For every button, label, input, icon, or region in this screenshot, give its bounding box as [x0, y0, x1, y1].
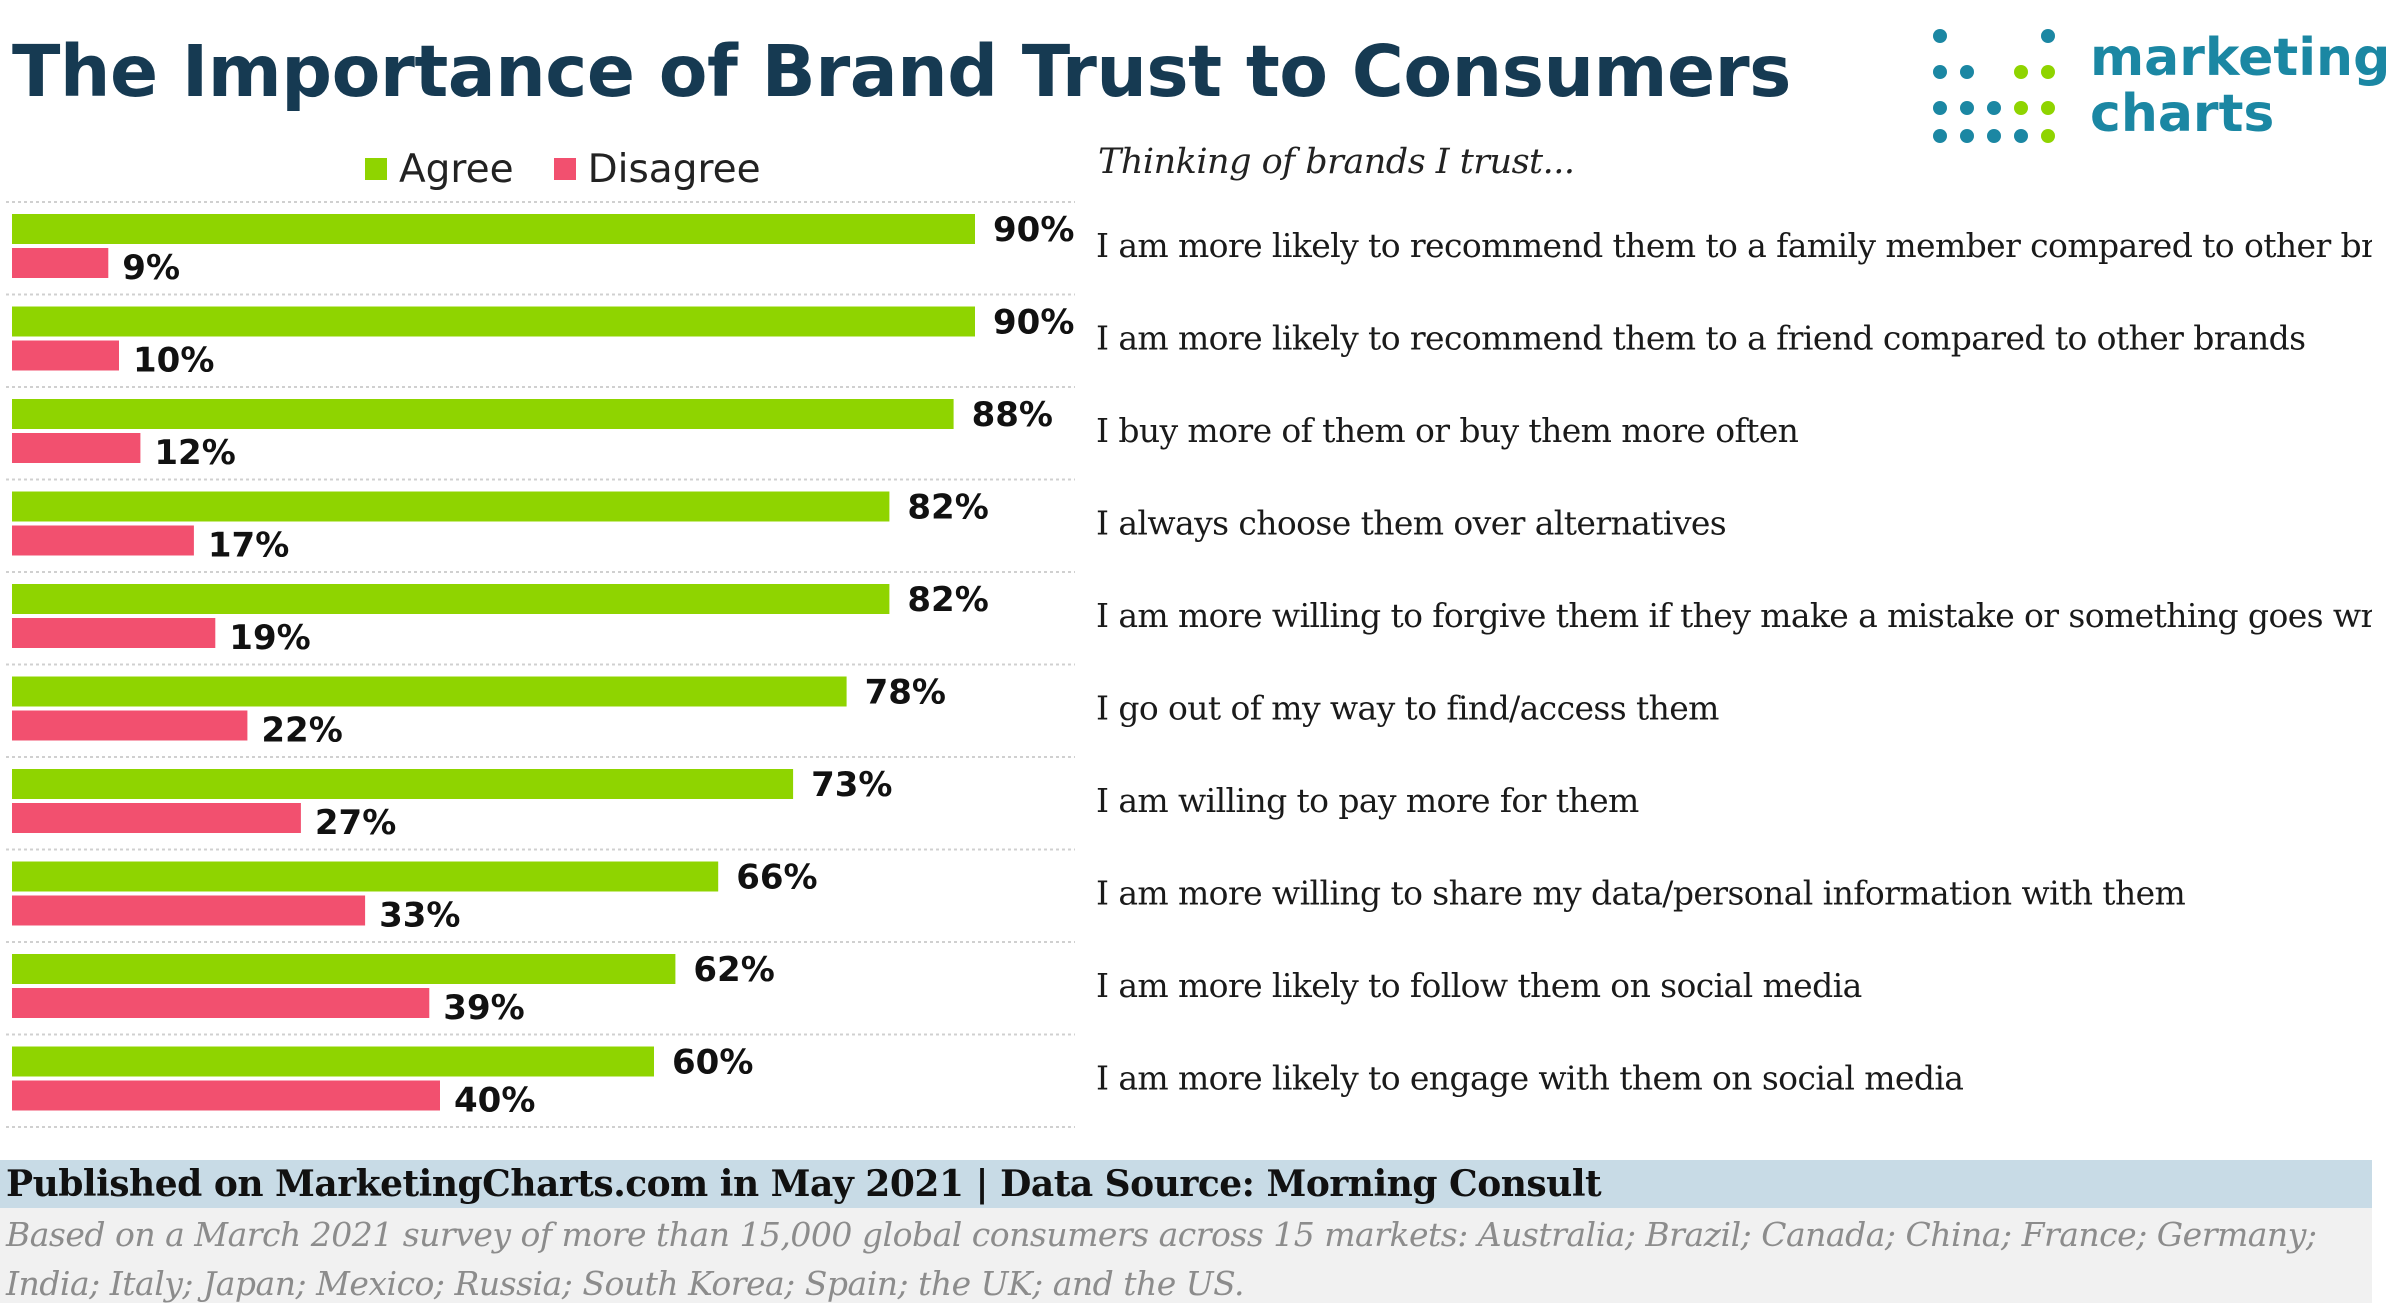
statement-column-header: Thinking of brands I trust...: [1098, 142, 1575, 182]
chart-title: The Importance of Brand Trust to Consume…: [12, 30, 1791, 113]
logo-wordmark: marketing charts: [2090, 30, 2390, 142]
bar-agree: [12, 584, 890, 614]
bar-disagree: [12, 895, 366, 926]
category-label: I am more likely to recommend them to a …: [1096, 319, 2306, 358]
bar-agree: [12, 491, 890, 522]
logo-line-1: marketing: [2090, 28, 2391, 88]
data-label-disagree: 12%: [154, 433, 235, 473]
category-label: I buy more of them or buy them more ofte…: [1096, 411, 1799, 450]
data-label-agree: 90%: [993, 303, 1074, 343]
legend-item-agree: Agree: [365, 147, 514, 192]
legend-swatch-disagree: [553, 158, 576, 180]
category-label: I always choose them over alternatives: [1096, 504, 1726, 543]
legend-label-disagree: Disagree: [587, 146, 761, 192]
bar-agree: [12, 676, 847, 707]
data-label-agree: 62%: [693, 950, 774, 990]
data-label-agree: 88%: [972, 395, 1053, 435]
bar-disagree: [12, 248, 109, 278]
category-label: I am more likely to recommend them to a …: [1096, 226, 2372, 265]
data-label-disagree: 39%: [443, 988, 524, 1028]
data-label-agree: 90%: [993, 210, 1074, 250]
category-label: I am more likely to engage with them on …: [1096, 1059, 1963, 1098]
data-label-agree: 60%: [672, 1043, 753, 1083]
category-label: I go out of my way to find/access them: [1096, 689, 1719, 728]
data-label-agree: 82%: [907, 580, 988, 620]
chart-legend: Agree Disagree: [365, 144, 761, 194]
bar-disagree: [12, 803, 301, 833]
bar-disagree: [12, 988, 430, 1018]
bar-agree: [12, 399, 954, 429]
legend-item-disagree: Disagree: [553, 146, 761, 192]
bar-disagree: [12, 618, 216, 648]
data-label-disagree: 10%: [133, 341, 214, 381]
marketing-charts-logo[interactable]: marketing charts: [1930, 26, 2390, 146]
footer-band: [0, 1160, 2372, 1208]
bar-agree: [12, 954, 676, 984]
category-label: I am willing to pay more for them: [1096, 781, 1639, 820]
bar-disagree: [12, 340, 119, 371]
category-label: I am more willing to share my data/perso…: [1096, 874, 2186, 913]
footer-note-band: [0, 1208, 2372, 1303]
data-label-disagree: 27%: [315, 803, 396, 843]
bar-agree: [12, 769, 794, 799]
data-label-disagree: 9%: [122, 248, 180, 288]
data-label-disagree: 19%: [229, 618, 310, 658]
bar-disagree: [12, 433, 141, 463]
bar-disagree: [12, 710, 248, 741]
bar-agree: [12, 861, 719, 892]
data-label-agree: 66%: [736, 858, 817, 898]
bar-agree: [12, 1046, 654, 1077]
data-label-agree: 82%: [907, 488, 988, 528]
dot-grid-icon: [1933, 29, 2055, 143]
category-label: I am more likely to follow them on socia…: [1096, 966, 1862, 1005]
bar-disagree: [12, 525, 194, 556]
data-label-agree: 78%: [865, 673, 946, 713]
footer-published-line: Published on MarketingCharts.com in May …: [6, 1163, 1602, 1205]
data-label-disagree: 22%: [261, 711, 342, 751]
bar-disagree: [12, 1080, 440, 1111]
data-label-disagree: 40%: [454, 1081, 535, 1121]
data-label-disagree: 17%: [208, 526, 289, 566]
bar-agree: [12, 214, 975, 244]
bar-chart: 90% 9% I am more likely to recommend them …: [6, 201, 2372, 1128]
legend-swatch-agree: [365, 158, 387, 180]
legend-label-agree: Agree: [399, 146, 514, 192]
logo-line-2: charts: [2090, 84, 2275, 144]
bar-agree: [12, 306, 975, 337]
data-label-disagree: 33%: [379, 896, 460, 936]
data-label-agree: 73%: [811, 765, 892, 805]
category-label: I am more willing to forgive them if the…: [1096, 596, 2372, 635]
footer-note: Based on a March 2021 survey of more tha…: [6, 1215, 2317, 1303]
